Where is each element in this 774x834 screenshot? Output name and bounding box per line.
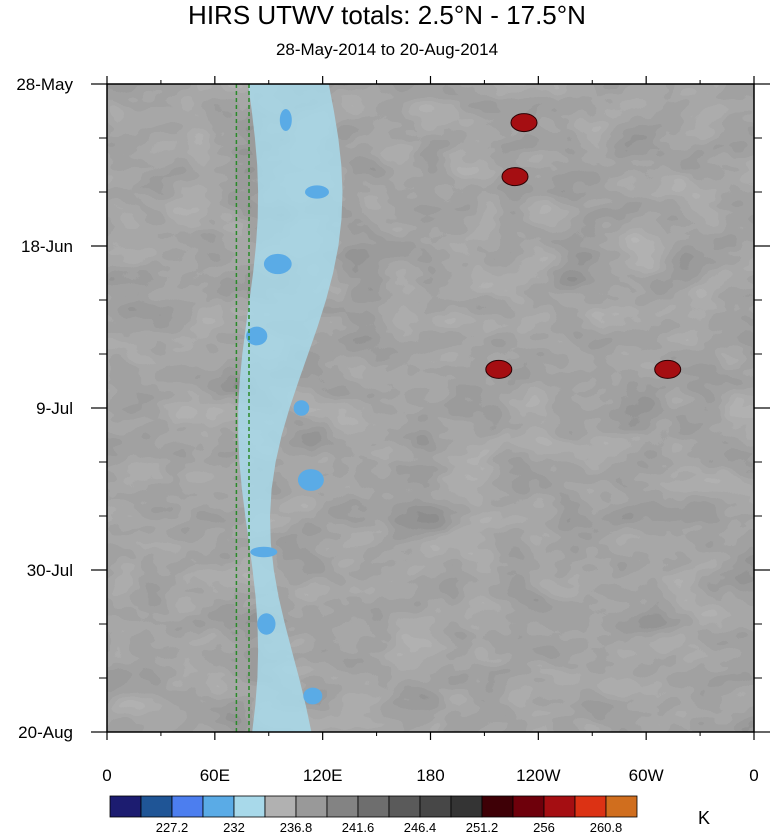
colorbar-box (450, 795, 483, 818)
colorbar-box (512, 795, 545, 818)
moist-patch (297, 469, 324, 491)
x-tick-label: 120W (516, 766, 560, 785)
colorbar-label: 256 (533, 820, 555, 834)
colorbar-box (481, 795, 514, 818)
colorbar-unit: K (698, 808, 710, 828)
colorbar-box (388, 795, 421, 818)
x-tick-label: 180 (416, 766, 444, 785)
moist-patch (279, 109, 292, 131)
colorbar-box (326, 795, 359, 818)
field-texture (107, 84, 754, 732)
dry-core (485, 359, 513, 379)
y-tick-label: 30-Jul (27, 561, 73, 580)
colorbar-label: 251.2 (466, 820, 499, 834)
moist-patch (257, 613, 276, 635)
colorbar-label: 241.6 (342, 820, 375, 834)
dry-core (654, 359, 682, 379)
dry-core (501, 167, 529, 187)
colorbar-box (295, 795, 328, 818)
moist-patch (246, 326, 268, 346)
x-tick-label: 60W (629, 766, 664, 785)
colorbar-box (264, 795, 297, 818)
moist-patch (305, 185, 329, 199)
chart-title: HIRS UTWV totals: 2.5°N - 17.5°N (188, 0, 586, 30)
colorbar-box (543, 795, 576, 818)
moist-patch (263, 253, 292, 275)
colorbar-box (605, 795, 638, 818)
y-tick-label: 20-Aug (18, 723, 73, 742)
x-tick-label: 60E (200, 766, 230, 785)
colorbar-box (419, 795, 452, 818)
x-tick-label: 120E (303, 766, 343, 785)
colorbar-box (233, 795, 266, 818)
colorbar-label: 260.8 (590, 820, 623, 834)
colorbar-box (574, 795, 607, 818)
colorbar-box (109, 795, 142, 818)
colorbar-label: 246.4 (404, 820, 437, 834)
y-tick-label: 18-Jun (21, 237, 73, 256)
y-tick-label: 9-Jul (36, 399, 73, 418)
moist-band (238, 84, 343, 732)
colorbar-label: 236.8 (280, 820, 313, 834)
colorbar-box (357, 795, 390, 818)
moist-patch (250, 546, 278, 558)
colorbar-box (202, 795, 235, 818)
colorbar-box (140, 795, 173, 818)
dry-core (510, 113, 538, 133)
moist-patch (303, 687, 323, 705)
x-tick-label: 0 (102, 766, 111, 785)
y-tick-label: 28-May (16, 75, 73, 94)
x-tick-label: 0 (749, 766, 758, 785)
moist-patch (293, 400, 310, 416)
colorbar-label: 227.2 (156, 820, 189, 834)
chart-subtitle: 28-May-2014 to 20-Aug-2014 (275, 40, 499, 59)
colorbar-box (171, 795, 204, 818)
colorbar-label: 232 (223, 820, 245, 834)
